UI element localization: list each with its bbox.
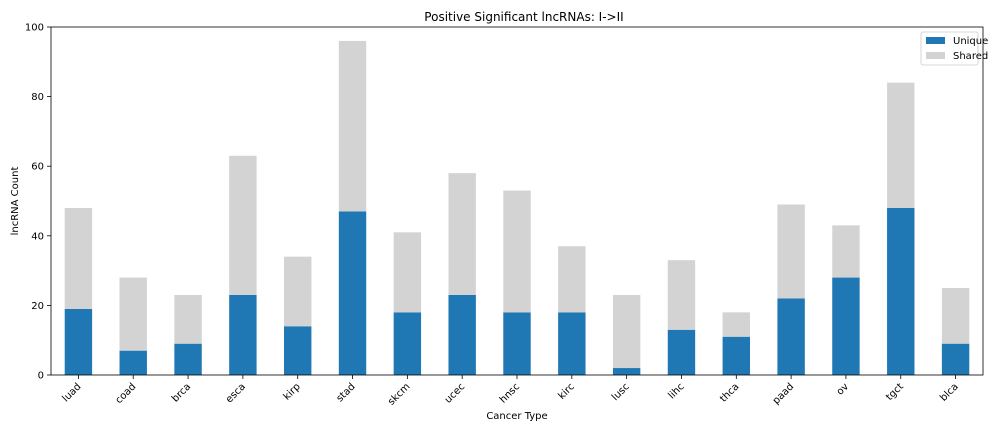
bar-shared-kirp bbox=[284, 256, 312, 327]
chart-title: Positive Significant lncRNAs: I->II bbox=[424, 10, 623, 24]
bar-shared-kirc bbox=[558, 246, 586, 313]
y-tick-label: 40 bbox=[31, 231, 44, 242]
bar-unique-ov bbox=[832, 277, 860, 375]
y-tick-label: 80 bbox=[31, 92, 44, 103]
y-tick-label: 20 bbox=[31, 301, 44, 312]
bar-shared-lusc bbox=[612, 294, 641, 369]
legend-label-unique: Unique bbox=[953, 36, 988, 47]
bar-unique-brca bbox=[174, 343, 202, 375]
plot-frame bbox=[50, 26, 984, 376]
bar-unique-lusc bbox=[612, 368, 641, 375]
bar-shared-luad bbox=[64, 207, 93, 309]
bar-shared-ov bbox=[832, 225, 860, 278]
bar-shared-ucec bbox=[448, 173, 476, 295]
bar-unique-hnsc bbox=[503, 312, 531, 375]
legend-swatch-unique bbox=[926, 37, 945, 44]
bar-unique-thca bbox=[722, 336, 750, 375]
bar-shared-stad bbox=[338, 40, 367, 212]
bars-group bbox=[64, 40, 970, 375]
bar-unique-stad bbox=[338, 211, 367, 375]
bar-unique-skcm bbox=[393, 312, 422, 375]
bar-shared-thca bbox=[722, 312, 750, 337]
legend-swatch-shared bbox=[926, 52, 945, 59]
bar-unique-esca bbox=[229, 294, 257, 375]
y-axis-label: lncRNA Count bbox=[10, 167, 21, 236]
bar-unique-luad bbox=[64, 308, 93, 375]
bar-shared-tgct bbox=[887, 82, 915, 208]
bar-shared-esca bbox=[229, 155, 257, 295]
bar-unique-tgct bbox=[887, 207, 915, 375]
y-tick-label: 60 bbox=[31, 162, 44, 173]
y-tick-label: 100 bbox=[25, 23, 44, 34]
bar-unique-ucec bbox=[448, 294, 476, 375]
bar-unique-paad bbox=[777, 298, 805, 375]
bar-unique-kirc bbox=[558, 312, 586, 375]
y-axis: 0 20 40 60 80 100 bbox=[25, 23, 51, 382]
bar-unique-coad bbox=[119, 350, 147, 375]
y-tick-label: 0 bbox=[38, 371, 44, 382]
bar-unique-blca bbox=[941, 343, 970, 375]
bar-shared-brca bbox=[174, 294, 202, 344]
bar-shared-hnsc bbox=[503, 190, 531, 313]
bar-shared-lihc bbox=[667, 260, 696, 330]
legend: Unique Shared bbox=[920, 31, 988, 66]
bar-shared-paad bbox=[777, 204, 805, 299]
bar-unique-lihc bbox=[667, 329, 696, 375]
bar-unique-kirp bbox=[284, 326, 312, 375]
x-axis-label: Cancer Type bbox=[486, 411, 547, 422]
bar-shared-skcm bbox=[393, 232, 422, 313]
bar-shared-coad bbox=[119, 277, 147, 351]
bar-shared-blca bbox=[941, 288, 970, 344]
legend-label-shared: Shared bbox=[953, 51, 988, 62]
